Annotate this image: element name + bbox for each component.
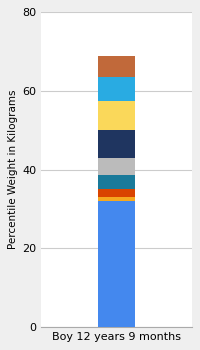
Bar: [98, 130, 135, 158]
Bar: [98, 56, 135, 77]
Bar: [98, 175, 135, 189]
Bar: [98, 201, 135, 327]
Bar: [98, 189, 135, 197]
Y-axis label: Percentile Weight in Kilograms: Percentile Weight in Kilograms: [8, 90, 18, 249]
Bar: [98, 77, 135, 101]
Bar: [98, 101, 135, 130]
Bar: [98, 158, 135, 175]
Bar: [98, 197, 135, 201]
